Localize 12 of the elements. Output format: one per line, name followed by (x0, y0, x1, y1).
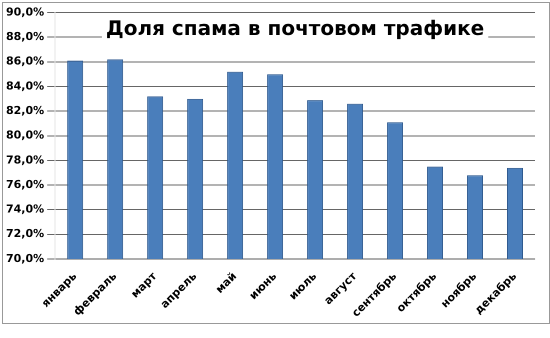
y-tick-label: 82,0% (6, 104, 44, 118)
y-tick-label: 84,0% (6, 79, 44, 92)
y-tick-label: 90,0% (6, 5, 44, 18)
y-tick-label: 74,0% (6, 202, 44, 216)
y-tick-label: 72,0% (6, 227, 44, 240)
chart-title: Доля спама в почтовом трафике (106, 16, 484, 40)
y-tick-label: 70,0% (6, 252, 44, 265)
y-tick-label: 78,0% (6, 153, 44, 166)
y-tick-label: 76,0% (6, 178, 44, 191)
y-tick-label: 88,0% (6, 30, 44, 44)
y-tick-label: 80,0% (6, 128, 44, 142)
y-tick-label: 86,0% (6, 54, 44, 68)
